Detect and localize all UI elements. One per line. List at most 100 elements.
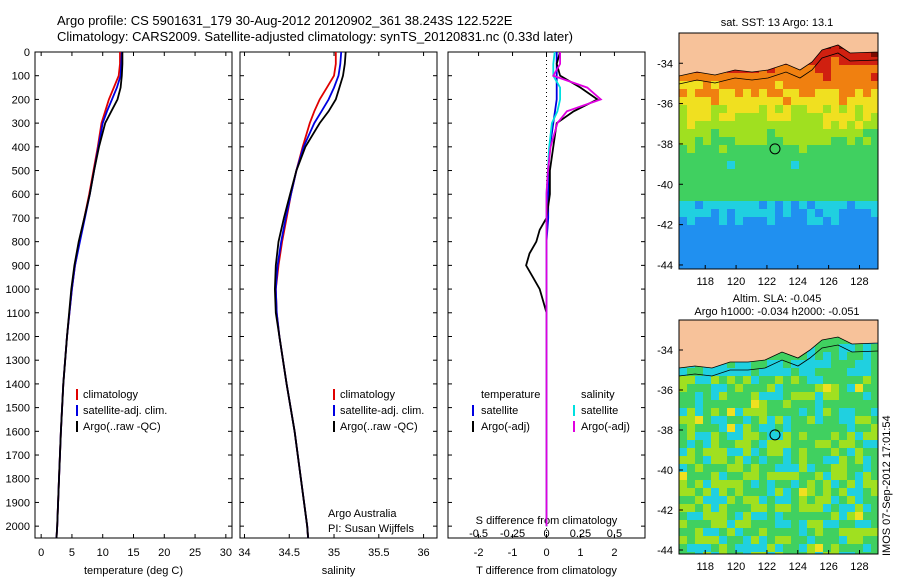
map-cell [791, 257, 799, 265]
map-cell [831, 81, 839, 89]
map-cell [847, 432, 855, 440]
map-cell [863, 169, 871, 177]
y-tick-label: 1800 [6, 474, 30, 486]
map-cell [703, 209, 711, 217]
map-cell [863, 193, 871, 201]
map-cell [831, 440, 839, 448]
map-cell [727, 161, 735, 169]
y-tick-label: 600 [12, 189, 30, 201]
map-cell [711, 113, 719, 121]
map-cell [751, 432, 759, 440]
map-cell [719, 73, 727, 81]
map-cell [679, 257, 687, 265]
map-cell [791, 201, 799, 209]
map-cell [839, 97, 847, 105]
map-cell [727, 360, 735, 368]
map-cell [855, 384, 863, 392]
map-cell [863, 456, 871, 464]
map-cell [839, 416, 847, 424]
map-cell [743, 249, 751, 257]
map-cell [871, 241, 878, 249]
map-cell [703, 432, 711, 440]
map-cell [823, 185, 831, 193]
map-cell [807, 416, 815, 424]
map-cell [799, 233, 807, 241]
map-cell [863, 544, 871, 552]
map-cell [863, 97, 871, 105]
map-cell [703, 408, 711, 416]
map-cell [839, 352, 847, 360]
map-cell [791, 520, 799, 528]
map-cell [703, 504, 711, 512]
map-cell [759, 520, 767, 528]
map-cell [679, 145, 687, 153]
map-cell [871, 129, 878, 137]
map-cell [839, 257, 847, 265]
map-cell [727, 233, 735, 241]
map-cell [703, 97, 711, 105]
y-tick-label: 1700 [6, 450, 30, 462]
map-cell [831, 73, 839, 81]
map-cell [687, 233, 695, 241]
map-cell [823, 520, 831, 528]
map-cell [727, 376, 735, 384]
map-cell [751, 384, 759, 392]
map-cell [703, 456, 711, 464]
y-tick-label: 1300 [6, 355, 30, 367]
map-cell [759, 81, 767, 89]
map-cell [783, 456, 791, 464]
map-cell [775, 257, 783, 265]
map-cell [703, 249, 711, 257]
map-x-tick-label: 128 [850, 276, 868, 288]
map-cell [759, 193, 767, 201]
map-cell [791, 504, 799, 512]
map-cell [783, 265, 791, 269]
map-cell [791, 217, 799, 225]
map-cell [823, 432, 831, 440]
map-cell [807, 153, 815, 161]
map-cell [679, 496, 687, 504]
map-cell [759, 217, 767, 225]
map-cell [775, 73, 783, 81]
map-y-tick-label: -42 [657, 505, 673, 517]
map-cell [743, 137, 751, 145]
map-cell [783, 504, 791, 512]
map-cell [751, 528, 759, 536]
map-cell [823, 536, 831, 544]
map-cell [775, 145, 783, 153]
map-cell [751, 552, 759, 554]
map-cell [855, 544, 863, 552]
map-cell [799, 185, 807, 193]
map-cell [799, 552, 807, 554]
depth-contour [679, 344, 878, 377]
map-cell [791, 185, 799, 193]
map-cell [815, 265, 823, 269]
map-cell [783, 233, 791, 241]
map-cell [831, 113, 839, 121]
map-cell [871, 504, 878, 512]
map-cell [727, 384, 735, 392]
map-cell [807, 161, 815, 169]
map-cell [735, 496, 743, 504]
map-cell [711, 137, 719, 145]
legend-label: satellite-adj. clim. [340, 405, 424, 417]
map-cell [863, 448, 871, 456]
map-cell [735, 209, 743, 217]
map-cell [831, 209, 839, 217]
map-cell [815, 416, 823, 424]
map-cell [815, 65, 823, 73]
map-cell [719, 193, 727, 201]
map-cell [775, 408, 783, 416]
map-cell [791, 241, 799, 249]
map-cell [703, 89, 711, 97]
sst-map-title: sat. SST: 13 Argo: 13.1 [721, 17, 834, 29]
map-cell [767, 504, 775, 512]
map-cell [727, 488, 735, 496]
map-cell [791, 536, 799, 544]
map-cell [863, 528, 871, 536]
map-x-tick-label: 118 [696, 276, 714, 288]
map-cell [719, 504, 727, 512]
map-cell [679, 201, 687, 209]
map-cell [759, 480, 767, 488]
map-cell [767, 488, 775, 496]
